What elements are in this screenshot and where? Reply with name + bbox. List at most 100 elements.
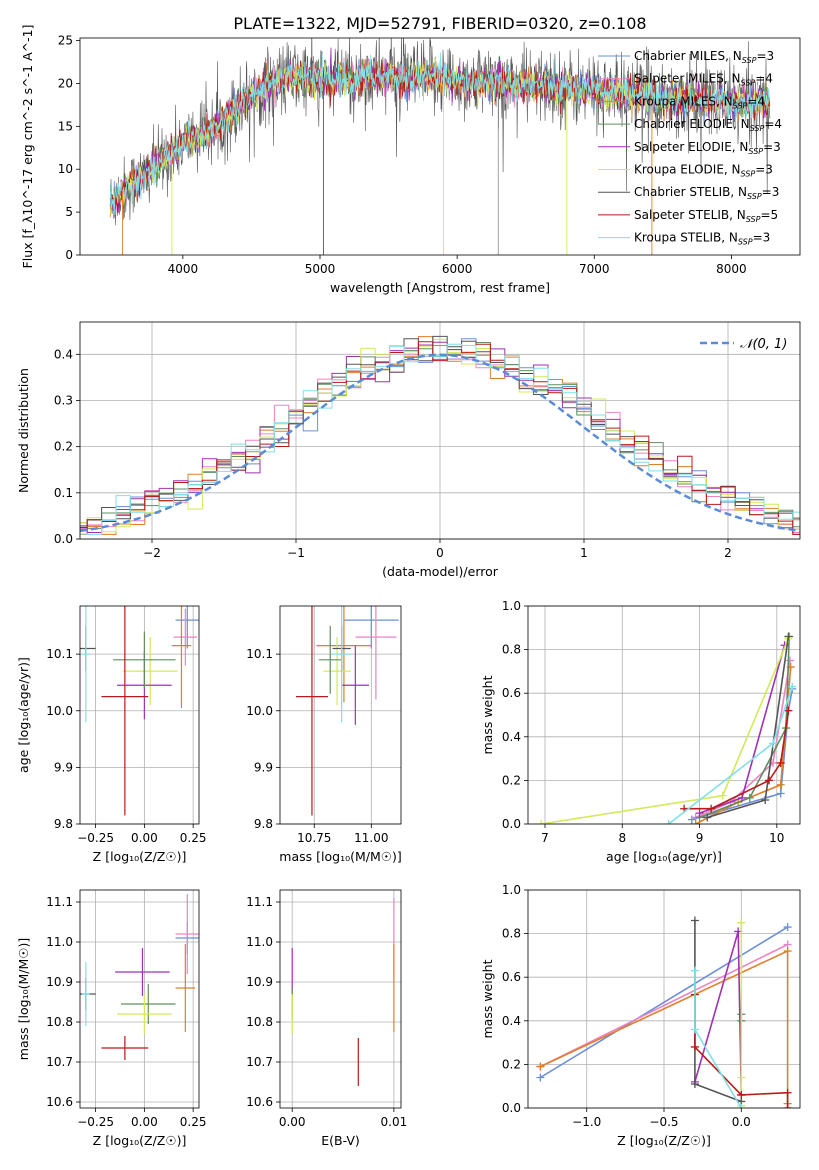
y-tick-label: 0.4 bbox=[54, 347, 73, 361]
x-tick-label: −2 bbox=[143, 546, 161, 560]
massweight-marker bbox=[785, 656, 794, 665]
x-axis-label: Z [log₁₀(Z/Z☉)] bbox=[617, 1133, 711, 1148]
y-tick-label: 10.8 bbox=[46, 1015, 73, 1029]
y-tick-label: 10.7 bbox=[46, 1055, 73, 1069]
massweight-marker bbox=[783, 1088, 792, 1097]
massweight-marker bbox=[690, 1042, 699, 1051]
histogram-1 bbox=[80, 353, 800, 533]
massweight-marker bbox=[745, 793, 754, 802]
x-tick-label: 10 bbox=[769, 831, 784, 845]
axes-mass-vs-Z: −0.25 0.00 0.25 10.6 10.7 10.8 10.9 11.0 11.1 Z [… bbox=[16, 889, 207, 1148]
y-tick-label: 9.8 bbox=[54, 817, 73, 831]
x-tick-label: −0.5 bbox=[649, 1115, 678, 1129]
massweight-marker bbox=[784, 632, 793, 641]
x-tick-label: 0.01 bbox=[381, 1115, 408, 1129]
x-tick-label: 0.00 bbox=[131, 1115, 158, 1129]
massweight-marker bbox=[776, 789, 785, 798]
plot-area-residuals bbox=[80, 335, 800, 535]
y-tick-label: 10.9 bbox=[246, 975, 273, 989]
x-tick-label: −1.0 bbox=[572, 1115, 601, 1129]
y-tick-label: 9.8 bbox=[254, 817, 273, 831]
x-tick-label: 1 bbox=[580, 546, 588, 560]
massweight-line-1 bbox=[540, 943, 788, 1068]
x-tick-label: 8000 bbox=[716, 262, 747, 276]
y-tick-label: 10.8 bbox=[246, 1015, 273, 1029]
massweight-marker bbox=[536, 1073, 545, 1082]
x-tick-label: 0.00 bbox=[279, 1115, 306, 1129]
y-tick-label: 0.2 bbox=[502, 1057, 521, 1071]
massweight-marker bbox=[788, 682, 797, 691]
axes-residuals: −2 −1 0 1 2 0.0 0.1 0.2 0.3 0.4 (data-model)/error… bbox=[16, 321, 801, 579]
x-axis-label: wavelength [Angstrom, rest frame] bbox=[330, 280, 550, 295]
y-tick-label: 10.6 bbox=[46, 1095, 73, 1109]
y-tick-label: 10.0 bbox=[46, 704, 73, 718]
massweight-marker bbox=[690, 1025, 699, 1034]
histogram-8 bbox=[80, 343, 800, 535]
x-tick-label: 5000 bbox=[305, 262, 336, 276]
x-tick-label: 0 bbox=[436, 546, 444, 560]
y-tick-label: 9.9 bbox=[54, 760, 73, 774]
x-axis-label: Z [log₁₀(Z/Z☉)] bbox=[93, 849, 187, 864]
x-tick-label: 7000 bbox=[579, 262, 610, 276]
y-tick-label: 5 bbox=[65, 205, 73, 219]
y-tick-label: 10.6 bbox=[246, 1095, 273, 1109]
x-tick-label: 0.25 bbox=[180, 1115, 207, 1129]
y-axis-label: mass [log₁₀(M/M☉)] bbox=[16, 938, 31, 1060]
x-tick-label: 0.00 bbox=[131, 831, 158, 845]
massweight-marker bbox=[664, 820, 673, 824]
massweight-marker bbox=[536, 1062, 545, 1071]
axes-frame bbox=[527, 605, 801, 825]
plot-area-age-vs-Z bbox=[80, 606, 199, 816]
x-tick-label: 0.25 bbox=[180, 831, 207, 845]
massweight-marker bbox=[537, 820, 546, 824]
massweight-marker bbox=[690, 1080, 699, 1089]
x-tick-label: 10.75 bbox=[297, 831, 331, 845]
massweight-marker bbox=[690, 966, 699, 975]
legend-label: Salpeter ELODIE, NSSP=3 bbox=[634, 140, 781, 156]
massweight-marker bbox=[691, 820, 700, 824]
y-axis-label: mass weight bbox=[480, 959, 495, 1038]
axes-age-vs-mass: 10.75 11.00 9.8 9.9 10.0 10.1 mass [log₁₀(M/M☉… bbox=[246, 605, 402, 864]
x-tick-label: 4000 bbox=[168, 262, 199, 276]
y-tick-label: 0.6 bbox=[502, 970, 521, 984]
spectrum-legend: Chabrier MILES, NSSP=3 Salpeter MILES, NS… bbox=[598, 49, 782, 247]
axes-frame bbox=[79, 889, 200, 1109]
legend-label: Chabrier MILES, NSSP=3 bbox=[634, 49, 774, 65]
massweight-marker bbox=[695, 809, 704, 818]
x-axis-label: Z [log₁₀(Z/Z☉)] bbox=[93, 1133, 187, 1148]
y-tick-label: 0 bbox=[65, 248, 73, 262]
massweight-line-0 bbox=[539, 926, 789, 1079]
x-tick-label: 8 bbox=[618, 831, 626, 845]
x-tick-label: 7 bbox=[541, 831, 549, 845]
y-axis-label: age [log₁₀(age/yr)] bbox=[16, 657, 31, 773]
massweight-marker bbox=[776, 780, 785, 789]
axes-frame bbox=[279, 605, 402, 825]
axes-spectrum: 4000 5000 6000 7000 8000 0 5 10 15 20 25 wavelength… bbox=[20, 25, 801, 295]
legend-label: Salpeter STELIB, NSSP=5 bbox=[634, 208, 778, 224]
massweight-marker bbox=[737, 1104, 746, 1108]
massweight-marker bbox=[718, 791, 727, 800]
plot-area-mass-vs-ebv bbox=[291, 898, 395, 1086]
y-tick-label: 0.2 bbox=[54, 440, 73, 454]
plot-area-spectrum bbox=[109, 38, 771, 255]
axes-frame bbox=[79, 605, 200, 825]
massweight-marker bbox=[783, 947, 792, 956]
legend-label: Kroupa MILES, NSSP=4 bbox=[634, 94, 765, 110]
massweight-marker bbox=[737, 1090, 746, 1099]
normal-curve bbox=[80, 353, 800, 533]
y-tick-label: 11.0 bbox=[46, 935, 73, 949]
y-tick-label: 0.8 bbox=[502, 927, 521, 941]
y-tick-label: 0.0 bbox=[502, 817, 521, 831]
plot-area-age-vs-mass bbox=[295, 606, 399, 816]
axes-frame bbox=[527, 889, 801, 1109]
y-tick-label: 10.1 bbox=[246, 647, 273, 661]
axes-mass-vs-ebv: 0.00 0.01 10.6 10.7 10.8 10.9 11.0 11.1 E(B-V) bbox=[246, 889, 408, 1148]
massweight-line-1 bbox=[695, 660, 791, 819]
massweight-marker bbox=[707, 804, 716, 813]
y-tick-label: 15 bbox=[58, 119, 73, 133]
massweight-marker bbox=[783, 1104, 792, 1108]
massweight-marker bbox=[738, 793, 747, 802]
y-tick-label: 9.9 bbox=[254, 760, 273, 774]
x-tick-label: −1 bbox=[287, 546, 305, 560]
y-axis-label: Flux [f_λ10^-17 erg cm^-2 s^-1 A^-1] bbox=[20, 25, 35, 269]
